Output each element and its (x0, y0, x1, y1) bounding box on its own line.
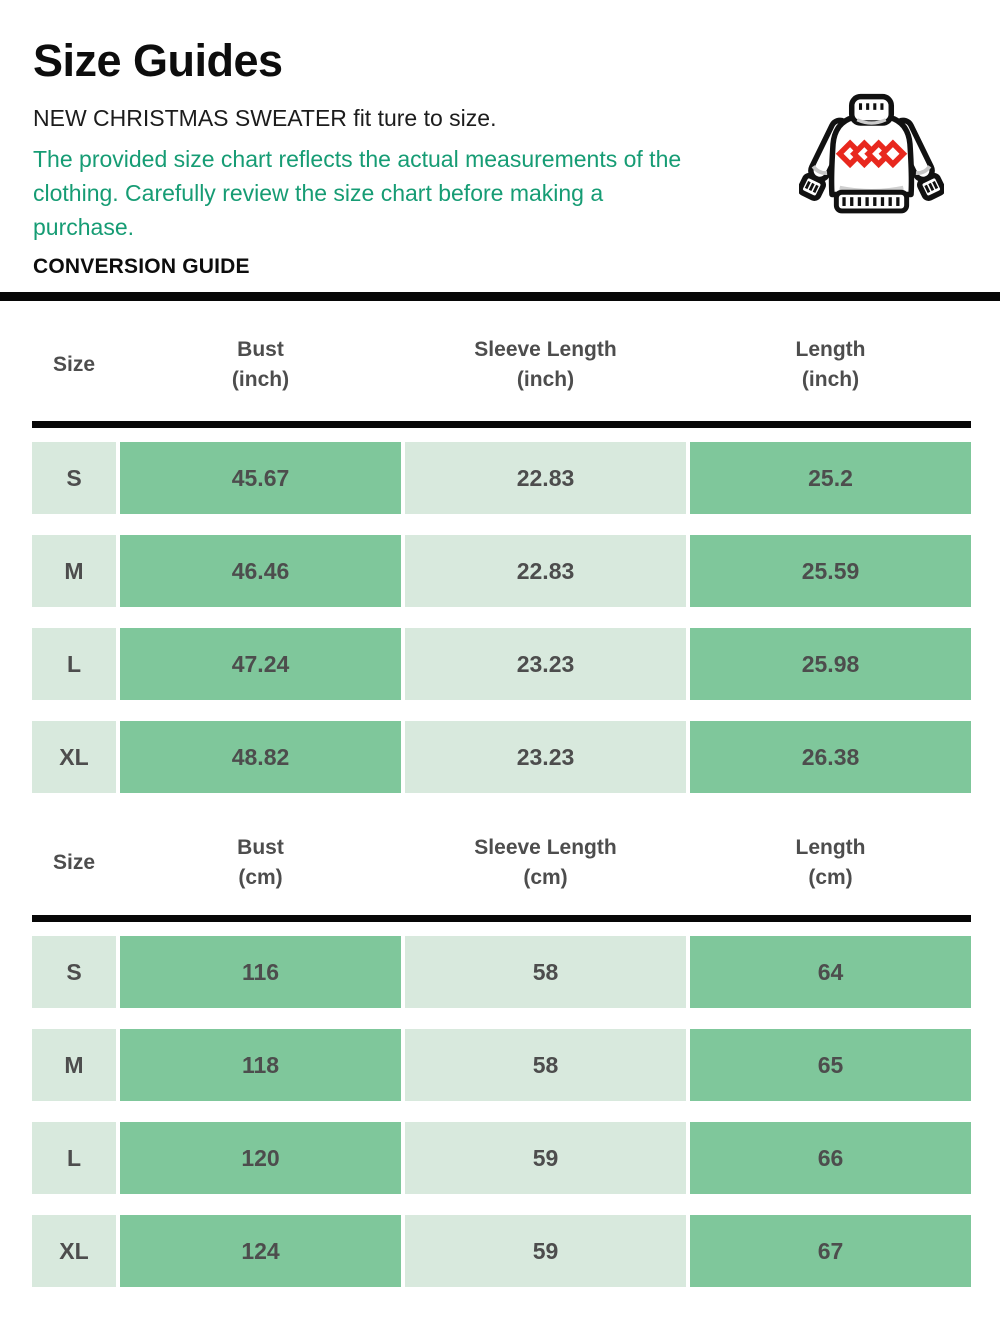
size-cell: S (32, 442, 116, 514)
column-header-length: Length (cm) (795, 836, 866, 889)
sleeve-cell: 58 (405, 1029, 686, 1101)
table-row: XL 124 59 67 (32, 1215, 971, 1287)
bust-cell: 46.46 (120, 535, 401, 607)
table-row: M 46.46 22.83 25.59 (32, 535, 971, 607)
size-cell: M (32, 1029, 116, 1101)
bust-cell: 116 (120, 936, 401, 1008)
sleeve-cell: 59 (405, 1215, 686, 1287)
sleeve-cell: 23.23 (405, 628, 686, 700)
table-header-inch: Size Bust (inch) Sleeve Length (inch) Leng… (32, 301, 971, 421)
bust-cell: 48.82 (120, 721, 401, 793)
column-header-size: Size (52, 353, 96, 376)
size-cell: L (32, 1122, 116, 1194)
fit-subtitle: NEW CHRISTMAS SWEATER fit ture to size. (33, 105, 497, 131)
column-header-size: Size (52, 851, 96, 874)
length-cell: 26.38 (690, 721, 971, 793)
length-cell: 64 (690, 936, 971, 1008)
column-header-sleeve-length: Sleeve Length (cm) (474, 836, 617, 889)
size-table-cm: Size Bust (cm) Sleeve Length (cm) Length (c… (0, 793, 1000, 1287)
column-header-bust: Bust (inch) (231, 338, 290, 391)
size-cell: M (32, 535, 116, 607)
bust-cell: 120 (120, 1122, 401, 1194)
sleeve-cell: 58 (405, 936, 686, 1008)
table-row: S 45.67 22.83 25.2 (32, 442, 971, 514)
bust-cell: 118 (120, 1029, 401, 1101)
bust-cell: 47.24 (120, 628, 401, 700)
sleeve-cell: 23.23 (405, 721, 686, 793)
table-row: XL 48.82 23.23 26.38 (32, 721, 971, 793)
header-divider (32, 421, 971, 428)
measurement-note: The provided size chart reflects the act… (33, 146, 682, 240)
table-header-cm: Size Bust (cm) Sleeve Length (cm) Length (c… (32, 793, 971, 915)
length-cell: 65 (690, 1029, 971, 1101)
sleeve-cell: 22.83 (405, 535, 686, 607)
table-row: M 118 58 65 (32, 1029, 971, 1101)
page-title: Size Guides (33, 35, 283, 86)
intro-section: Size Guides NEW CHRISTMAS SWEATER fit tu… (0, 0, 1000, 280)
size-cell: XL (32, 721, 116, 793)
table-row: L 120 59 66 (32, 1122, 971, 1194)
table-row: L 47.24 23.23 25.98 (32, 628, 971, 700)
conversion-guide-label: CONVERSION GUIDE (33, 255, 250, 278)
size-cell: L (32, 628, 116, 700)
header-divider (32, 915, 971, 922)
bust-cell: 45.67 (120, 442, 401, 514)
length-cell: 66 (690, 1122, 971, 1194)
sleeve-cell: 22.83 (405, 442, 686, 514)
column-header-length: Length (inch) (795, 338, 866, 391)
column-header-bust: Bust (cm) (237, 836, 284, 889)
christmas-sweater-icon (799, 90, 944, 222)
table-row: S 116 58 64 (32, 936, 971, 1008)
size-cell: XL (32, 1215, 116, 1287)
length-cell: 25.2 (690, 442, 971, 514)
sleeve-cell: 59 (405, 1122, 686, 1194)
top-divider (0, 292, 1000, 301)
length-cell: 67 (690, 1215, 971, 1287)
size-cell: S (32, 936, 116, 1008)
length-cell: 25.59 (690, 535, 971, 607)
length-cell: 25.98 (690, 628, 971, 700)
column-header-sleeve-length: Sleeve Length (inch) (474, 338, 617, 391)
size-table-inch: Size Bust (inch) Sleeve Length (inch) Leng… (0, 301, 1000, 793)
bust-cell: 124 (120, 1215, 401, 1287)
